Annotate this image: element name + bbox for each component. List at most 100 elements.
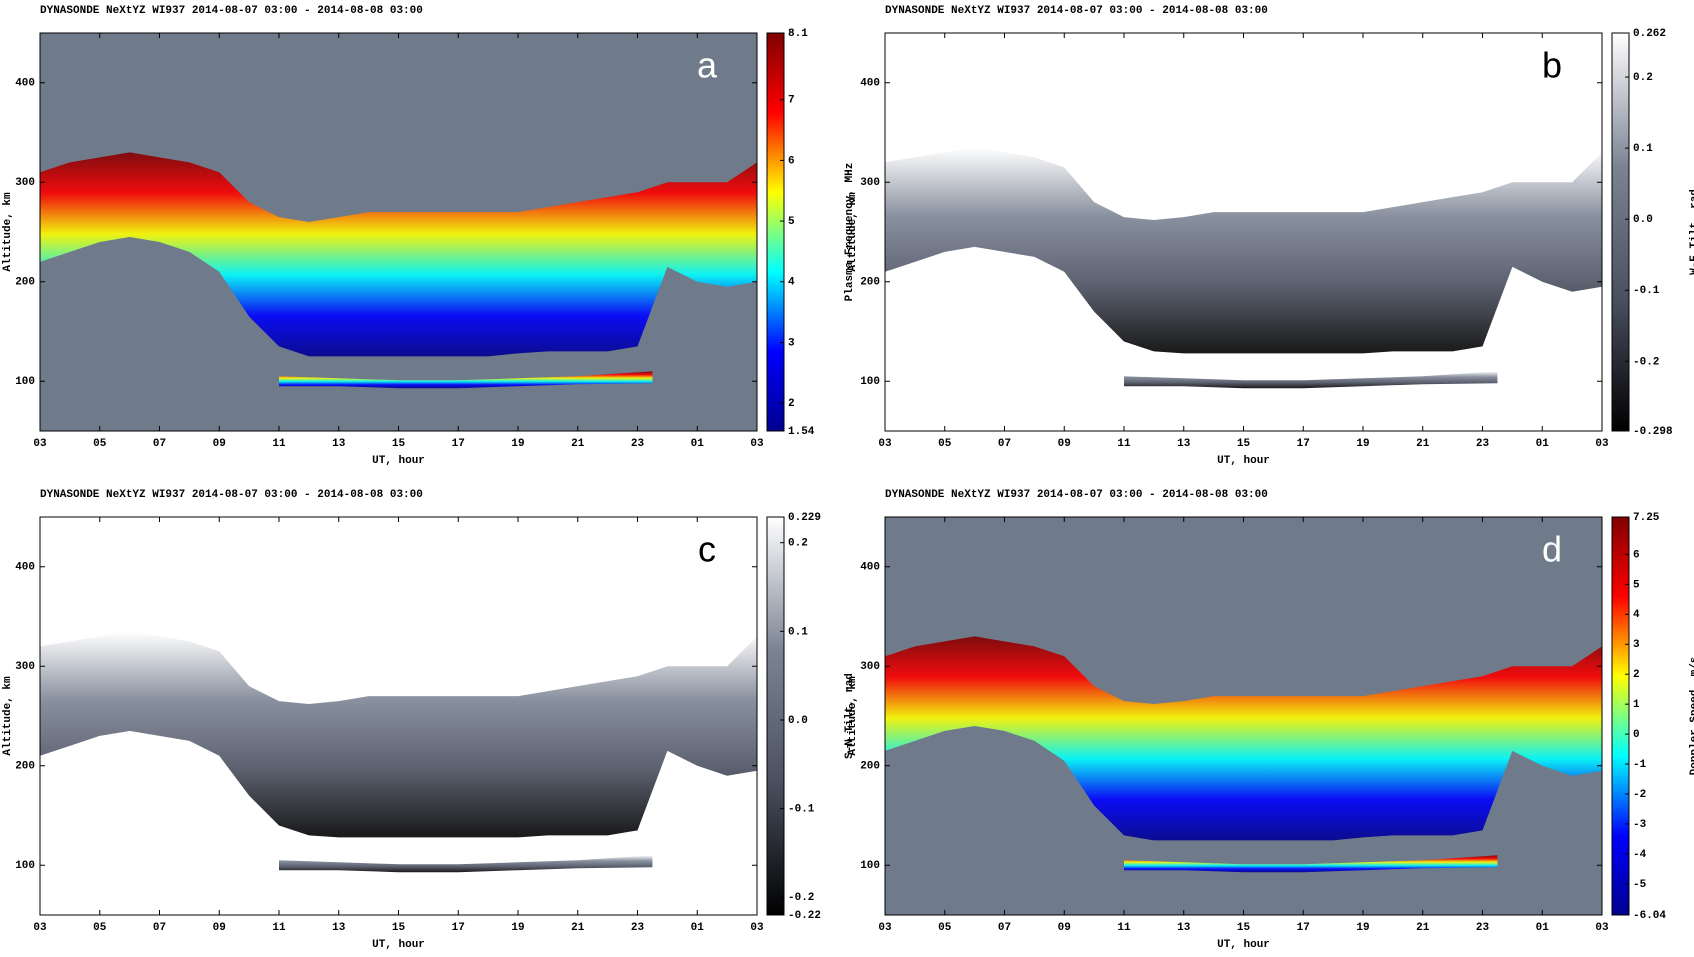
y-tick-label: 100 [15, 376, 35, 388]
colorbar-tick-label: 0 [1633, 729, 1640, 741]
x-axis-label: UT, hour [1217, 939, 1270, 951]
x-tick-label: 09 [1058, 922, 1071, 934]
x-tick-label: 13 [1177, 922, 1191, 934]
colorbar-tick-label: 2 [1633, 669, 1640, 681]
y-tick-label: 400 [860, 562, 880, 574]
y-tick-label: 300 [15, 177, 35, 189]
x-tick-label: 17 [1297, 922, 1310, 934]
panel-letter: d [1542, 529, 1562, 570]
y-tick-label: 100 [15, 860, 35, 872]
x-tick-label: 01 [691, 922, 705, 934]
x-tick-label: 07 [998, 438, 1011, 450]
colorbar-tick-label: 7.25 [1633, 512, 1660, 524]
x-axis-label: UT, hour [372, 939, 425, 951]
colorbar-tick-label: -0.2 [788, 892, 814, 904]
x-tick-label: 17 [452, 438, 465, 450]
x-tick-label: 03 [33, 922, 47, 934]
y-axis-label: Altitude, km [2, 192, 14, 272]
panel-letter: b [1542, 45, 1562, 86]
x-tick-label: 19 [511, 438, 524, 450]
x-tick-label: 15 [392, 922, 406, 934]
colorbar-tick-label: -0.1 [1633, 285, 1660, 297]
x-tick-label: 23 [631, 922, 645, 934]
data-band [279, 855, 653, 873]
colorbar [766, 516, 785, 916]
x-tick-label: 09 [1058, 438, 1071, 450]
x-tick-label: 03 [33, 438, 47, 450]
x-tick-label: 19 [1356, 438, 1369, 450]
y-tick-label: 200 [860, 761, 880, 773]
colorbar-tick-label: -1 [1633, 759, 1647, 771]
data-band [1124, 371, 1498, 389]
chart-title: DYNASONDE NeXtYZ WI937 2014-08-07 03:00 … [40, 5, 423, 17]
colorbar-tick-label: 5 [1633, 579, 1640, 591]
y-tick-label: 200 [15, 761, 35, 773]
colorbar-tick-label: 6 [1633, 549, 1640, 561]
data-band [885, 147, 1602, 354]
x-tick-label: 03 [1595, 438, 1609, 450]
x-tick-label: 21 [1416, 438, 1430, 450]
x-tick-label: 11 [272, 922, 286, 934]
x-tick-label: 23 [1476, 922, 1490, 934]
colorbar-tick-label: 5 [788, 216, 795, 228]
x-axis-label: UT, hour [1217, 455, 1270, 467]
chart-title: DYNASONDE NeXtYZ WI937 2014-08-07 03:00 … [40, 489, 423, 501]
colorbar-tick-label: -0.298 [1633, 426, 1673, 438]
y-tick-label: 400 [15, 78, 35, 90]
x-tick-label: 03 [750, 438, 764, 450]
colorbar-tick-label: 3 [1633, 639, 1640, 651]
x-tick-label: 05 [93, 922, 107, 934]
x-tick-label: 17 [1297, 438, 1310, 450]
x-tick-label: 05 [93, 438, 107, 450]
colorbar-tick-label: 6 [788, 155, 795, 167]
data-band [40, 152, 757, 357]
panel-letter: c [698, 529, 716, 570]
colorbar-label: W-E Tilt, rad [1689, 189, 1694, 275]
x-tick-label: 03 [750, 922, 764, 934]
colorbar-label: Plasma Frequency, MHz [844, 163, 856, 302]
colorbar-tick-label: 2 [788, 398, 795, 410]
data-band [40, 631, 757, 838]
colorbar [766, 32, 785, 432]
colorbar-label: Doppler Speed, m/s [1689, 657, 1694, 776]
x-tick-label: 15 [1237, 922, 1251, 934]
colorbar-tick-label: -0.22 [788, 910, 821, 922]
x-tick-label: 03 [1595, 922, 1609, 934]
y-tick-label: 400 [860, 78, 880, 90]
colorbar-tick-label: 1.54 [788, 426, 815, 438]
x-tick-label: 17 [452, 922, 465, 934]
x-tick-label: 01 [1536, 438, 1550, 450]
y-axis-label: Altitude, km [847, 192, 859, 272]
colorbar-tick-label: 4 [1633, 609, 1640, 621]
x-tick-label: 05 [938, 438, 952, 450]
chart-title: DYNASONDE NeXtYZ WI937 2014-08-07 03:00 … [885, 5, 1268, 17]
data-band [885, 636, 1602, 841]
colorbar-tick-label: 7 [788, 95, 795, 107]
x-tick-label: 01 [691, 438, 705, 450]
x-tick-label: 23 [1476, 438, 1490, 450]
x-tick-label: 21 [571, 438, 585, 450]
x-tick-label: 19 [1356, 922, 1369, 934]
colorbar-tick-label: 0.262 [1633, 28, 1666, 40]
y-axis-label: Altitude, km [2, 676, 14, 756]
colorbar-tick-label: -6.04 [1633, 910, 1666, 922]
colorbar-tick-label: -0.2 [1633, 356, 1659, 368]
x-tick-label: 21 [1416, 922, 1430, 934]
colorbar-tick-label: 0.2 [788, 538, 808, 550]
y-tick-label: 200 [15, 277, 35, 289]
x-tick-label: 03 [878, 438, 892, 450]
x-tick-label: 13 [1177, 438, 1191, 450]
y-tick-label: 100 [860, 376, 880, 388]
x-tick-label: 11 [272, 438, 286, 450]
x-tick-label: 09 [213, 438, 226, 450]
panel-letter: a [697, 45, 718, 86]
x-tick-label: 15 [392, 438, 406, 450]
y-tick-label: 300 [15, 661, 35, 673]
y-tick-label: 400 [15, 562, 35, 574]
data-band [279, 371, 653, 389]
colorbar-tick-label: -4 [1633, 849, 1647, 861]
x-tick-label: 13 [332, 922, 346, 934]
x-tick-label: 01 [1536, 922, 1550, 934]
x-tick-label: 07 [153, 438, 166, 450]
